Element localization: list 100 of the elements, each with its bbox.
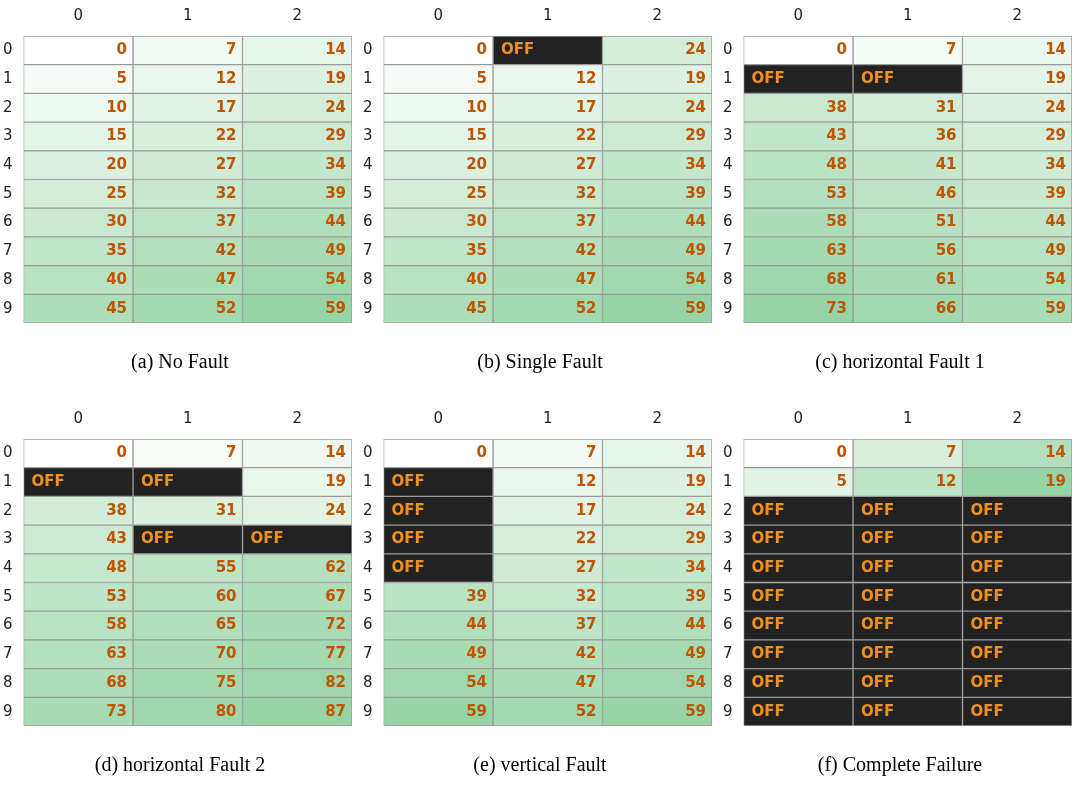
data-label: 37: [575, 212, 597, 231]
data-label: 29: [1045, 126, 1066, 145]
x-tick-label: 1: [183, 408, 193, 427]
data-label: 53: [106, 586, 128, 605]
data-label: 47: [575, 269, 597, 288]
data-label: 22: [575, 529, 597, 548]
y-tick-label: 3: [3, 126, 13, 145]
y-tick-label: 8: [3, 269, 13, 288]
data-label: 25: [106, 183, 128, 202]
data-label: 39: [685, 586, 706, 605]
data-label: 17: [215, 97, 237, 116]
text: OFF: [861, 615, 895, 634]
data-label: 73: [826, 298, 848, 317]
x-tick-label: 1: [903, 408, 913, 427]
data-label: 37: [215, 212, 237, 231]
data-label: 32: [215, 183, 237, 202]
text: (a) No Fault: [130, 350, 230, 373]
data-label: 27: [575, 155, 597, 174]
y-tick-label: 3: [363, 529, 373, 548]
text: OFF: [751, 586, 785, 605]
y-tick-label: 0: [723, 443, 733, 462]
y-tick-label: 1: [3, 68, 13, 87]
data-label: 34: [1045, 155, 1066, 174]
data-label: 40: [466, 269, 488, 288]
y-tick-label: 7: [3, 241, 13, 260]
x-tick-label: 0: [433, 408, 444, 427]
data-label: 42: [575, 644, 597, 663]
data-label: 32: [575, 586, 597, 605]
data-label: 63: [826, 241, 848, 260]
data-label: 54: [1045, 269, 1066, 288]
data-label: 56: [935, 241, 957, 260]
y-tick-label: 7: [3, 644, 13, 663]
data-label: 24: [685, 500, 706, 519]
data-label: 0: [476, 443, 488, 462]
text: OFF: [970, 672, 1004, 691]
data-label: 5: [836, 471, 848, 490]
data-label: 0: [476, 40, 488, 59]
y-tick-label: 1: [723, 471, 733, 490]
data-label: 42: [575, 241, 597, 260]
data-label: 10: [106, 97, 128, 116]
x-tick-label: 1: [183, 5, 193, 24]
y-tick-label: 8: [723, 269, 733, 288]
data-label: 12: [215, 68, 237, 87]
y-tick-label: 6: [3, 212, 13, 231]
y-tick-label: 6: [3, 615, 13, 634]
x-tick-label: 1: [543, 408, 553, 427]
x-tick-label: 0: [793, 5, 804, 24]
data-label: 39: [325, 183, 346, 202]
data-label: 52: [215, 298, 237, 317]
data-label: 29: [325, 126, 346, 145]
y-tick-label: 2: [3, 97, 13, 116]
text: OFF: [141, 529, 175, 548]
data-label: 43: [106, 529, 128, 548]
y-tick-label: 9: [363, 701, 373, 720]
y-tick-label: 1: [723, 68, 733, 87]
data-label: 49: [325, 241, 346, 260]
data-label: 45: [106, 298, 128, 317]
data-label: 59: [1045, 298, 1066, 317]
data-label: 59: [685, 298, 706, 317]
data-label: 49: [1045, 241, 1066, 260]
y-tick-label: 9: [3, 298, 13, 317]
data-label: 7: [946, 443, 957, 462]
text: OFF: [861, 644, 895, 663]
data-label: 7: [586, 443, 597, 462]
data-label: 48: [106, 558, 128, 577]
y-tick-label: 3: [3, 529, 13, 548]
y-tick-label: 5: [723, 183, 733, 202]
text: OFF: [861, 672, 895, 691]
y-tick-label: 9: [363, 298, 373, 317]
y-tick-label: 0: [3, 40, 13, 59]
y-tick-label: 7: [363, 241, 373, 260]
text: OFF: [970, 529, 1004, 548]
y-tick-label: 4: [363, 155, 373, 174]
data-label: 48: [826, 155, 848, 174]
data-label: 39: [466, 586, 488, 605]
data-label: 34: [685, 558, 706, 577]
text: OFF: [751, 558, 785, 577]
x-tick-label: 0: [73, 408, 84, 427]
y-tick-label: 3: [723, 529, 733, 548]
y-tick-label: 4: [363, 558, 373, 577]
text: OFF: [970, 644, 1004, 663]
text: OFF: [751, 529, 785, 548]
data-label: 44: [685, 212, 706, 231]
text: OFF: [970, 615, 1004, 634]
data-label: 47: [215, 269, 237, 288]
data-label: 58: [826, 212, 848, 231]
data-label: 14: [685, 443, 706, 462]
text: (b) Single Fault: [476, 350, 604, 373]
data-label: 30: [466, 212, 488, 231]
text: OFF: [970, 586, 1004, 605]
y-tick-label: 3: [363, 126, 373, 145]
data-label: 65: [215, 615, 237, 634]
x-tick-label: 0: [793, 408, 804, 427]
y-tick-label: 8: [723, 672, 733, 691]
data-label: 29: [685, 529, 706, 548]
y-tick-label: 5: [363, 586, 373, 605]
data-label: 72: [325, 615, 346, 634]
data-label: 68: [106, 672, 128, 691]
y-tick-label: 7: [723, 644, 733, 663]
data-label: 54: [685, 269, 706, 288]
